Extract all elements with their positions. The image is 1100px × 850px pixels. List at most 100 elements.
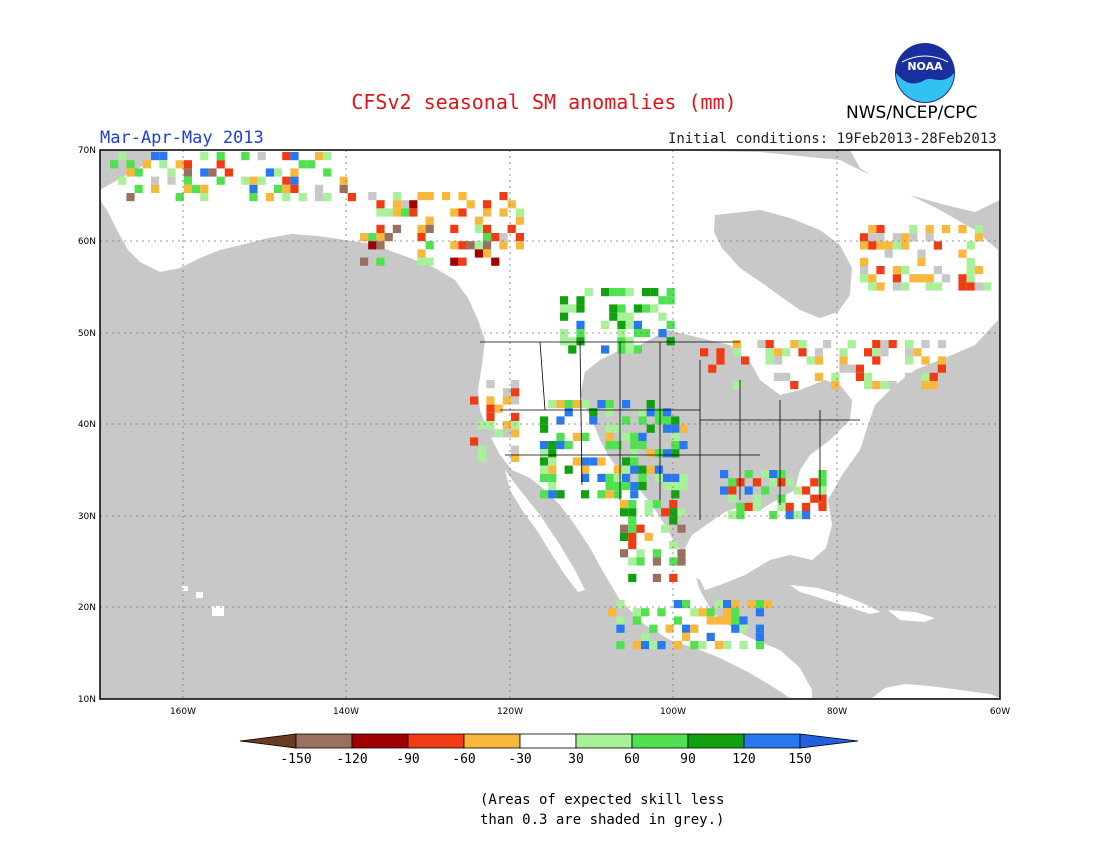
anomaly-cell [540, 465, 549, 474]
anomaly-cell [425, 216, 434, 225]
anomaly-cell [892, 274, 901, 283]
anomaly-cell [290, 184, 299, 193]
anomaly-cell [401, 200, 410, 209]
anomaly-cell [507, 224, 516, 233]
anomaly-cell [983, 282, 992, 291]
anomaly-cell [134, 168, 143, 177]
anomaly-cell [478, 453, 487, 462]
anomaly-cell [773, 348, 782, 357]
anomaly-cell [905, 340, 914, 349]
anomaly-cell [625, 288, 634, 297]
anomaly-cell [167, 176, 176, 185]
anomaly-cell [736, 478, 745, 487]
anomaly-cell [622, 416, 631, 425]
anomaly-cell [728, 511, 737, 520]
anomaly-cell [249, 184, 258, 193]
anomaly-cell [511, 421, 520, 430]
anomaly-cell [666, 337, 675, 346]
anomaly-cell [630, 457, 639, 466]
anomaly-cell [597, 490, 606, 499]
anomaly-cell [548, 457, 557, 466]
anomaly-cell [491, 257, 500, 266]
legend-label: -90 [396, 752, 419, 767]
map-frame [99, 149, 1001, 700]
anomaly-cell [652, 573, 661, 582]
anomaly-cell [151, 176, 160, 185]
anomaly-cell [392, 200, 401, 209]
anomaly-cell [658, 296, 667, 305]
anomaly-cell [690, 624, 699, 633]
anomaly-cell [502, 396, 511, 405]
anomaly-cell [548, 482, 557, 491]
anomaly-cell [679, 473, 688, 482]
anomaly-cell [548, 473, 557, 482]
anomaly-cell [617, 288, 626, 297]
anomaly-cell [556, 400, 565, 409]
anomaly-cell [494, 429, 503, 438]
anomaly-cell [814, 348, 823, 357]
anomaly-cell [782, 372, 791, 381]
anomaly-cell [608, 608, 617, 617]
anomaly-cell [755, 641, 764, 650]
anomaly-cell [638, 441, 647, 450]
anomaly-cell [933, 266, 942, 275]
anomaly-cell [864, 372, 873, 381]
anomaly-cell [728, 494, 737, 503]
anomaly-cell [491, 233, 500, 242]
anomaly-cell [679, 424, 688, 433]
anomaly-cell [290, 168, 299, 177]
anomaly-cell [901, 233, 910, 242]
anomaly-cell [802, 511, 811, 520]
anomaly-cell [682, 624, 691, 633]
anomaly-cell [679, 482, 688, 491]
anomaly-cell [909, 233, 918, 242]
anomaly-cell [700, 348, 709, 357]
anomaly-cell [548, 400, 557, 409]
anomaly-cell [151, 152, 160, 161]
anomaly-cell [540, 416, 549, 425]
anomaly-cell [732, 381, 741, 390]
legend-label: 150 [788, 752, 811, 767]
anomaly-cell [548, 490, 557, 499]
legend-label: -150 [280, 752, 311, 767]
anomaly-cell [620, 500, 629, 509]
hawaii-2 [196, 592, 203, 598]
legend-swatch [463, 733, 521, 749]
baja-california [505, 470, 585, 592]
anomaly-cell [499, 233, 508, 242]
anomaly-cell [872, 381, 881, 390]
anomaly-cell [720, 486, 729, 495]
anomaly-cell [200, 184, 209, 193]
anomaly-cell [690, 641, 699, 650]
anomaly-cell [605, 432, 614, 441]
anomaly-cell [216, 176, 225, 185]
anomaly-cell [622, 457, 631, 466]
anomaly-cell [613, 473, 622, 482]
anomaly-cell [208, 168, 217, 177]
anomaly-cell [339, 176, 348, 185]
legend-label: -120 [336, 752, 367, 767]
anomaly-cell [589, 457, 598, 466]
anomaly-cell [183, 160, 192, 169]
anomaly-cell [499, 192, 508, 201]
anomaly-cell [650, 304, 659, 313]
anomaly-cell [409, 208, 418, 217]
anomaly-cell [576, 304, 585, 313]
anomaly-cell [741, 356, 750, 365]
anomaly-cell [876, 266, 885, 275]
anomaly-cell [723, 608, 732, 617]
anomaly-cell [511, 380, 520, 389]
anomaly-cell [628, 573, 637, 582]
anomaly-cell [622, 400, 631, 409]
soil-moisture-map: 70N 60N 50N 40N 30N 20N 10N 160W 140W 12… [78, 146, 1010, 717]
anomaly-cell [636, 557, 645, 566]
anomaly-cell [933, 241, 942, 250]
anomaly-cell [298, 193, 307, 202]
anomaly-cell [747, 600, 756, 609]
anomaly-cell [425, 192, 434, 201]
anomaly-cell [126, 193, 135, 202]
map-title: CFSv2 seasonal SM anomalies (mm) [351, 90, 737, 114]
anomaly-cell [282, 184, 291, 193]
anomaly-cell [823, 340, 832, 349]
anomaly-cell [564, 408, 573, 417]
